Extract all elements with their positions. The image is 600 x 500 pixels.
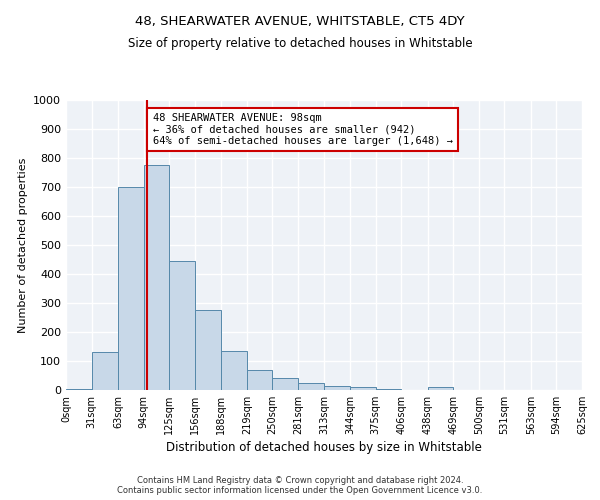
Bar [325, 386, 350, 390]
Bar [118, 187, 143, 390]
Bar [376, 388, 401, 390]
Y-axis label: Number of detached properties: Number of detached properties [17, 158, 28, 332]
Bar [428, 387, 453, 390]
Bar [143, 166, 169, 390]
Text: 48 SHEARWATER AVENUE: 98sqm
← 36% of detached houses are smaller (942)
64% of se: 48 SHEARWATER AVENUE: 98sqm ← 36% of det… [152, 113, 452, 146]
Text: Distribution of detached houses by size in Whitstable: Distribution of detached houses by size … [166, 441, 482, 454]
Bar [66, 388, 92, 390]
Bar [221, 351, 247, 390]
Text: Size of property relative to detached houses in Whitstable: Size of property relative to detached ho… [128, 38, 472, 51]
Bar [350, 387, 376, 390]
Bar [272, 378, 298, 390]
Bar [169, 261, 195, 390]
Bar [195, 310, 221, 390]
Bar [92, 352, 118, 390]
Bar [298, 383, 325, 390]
Bar [247, 370, 272, 390]
Text: Contains HM Land Registry data © Crown copyright and database right 2024.
Contai: Contains HM Land Registry data © Crown c… [118, 476, 482, 495]
Text: 48, SHEARWATER AVENUE, WHITSTABLE, CT5 4DY: 48, SHEARWATER AVENUE, WHITSTABLE, CT5 4… [135, 15, 465, 28]
